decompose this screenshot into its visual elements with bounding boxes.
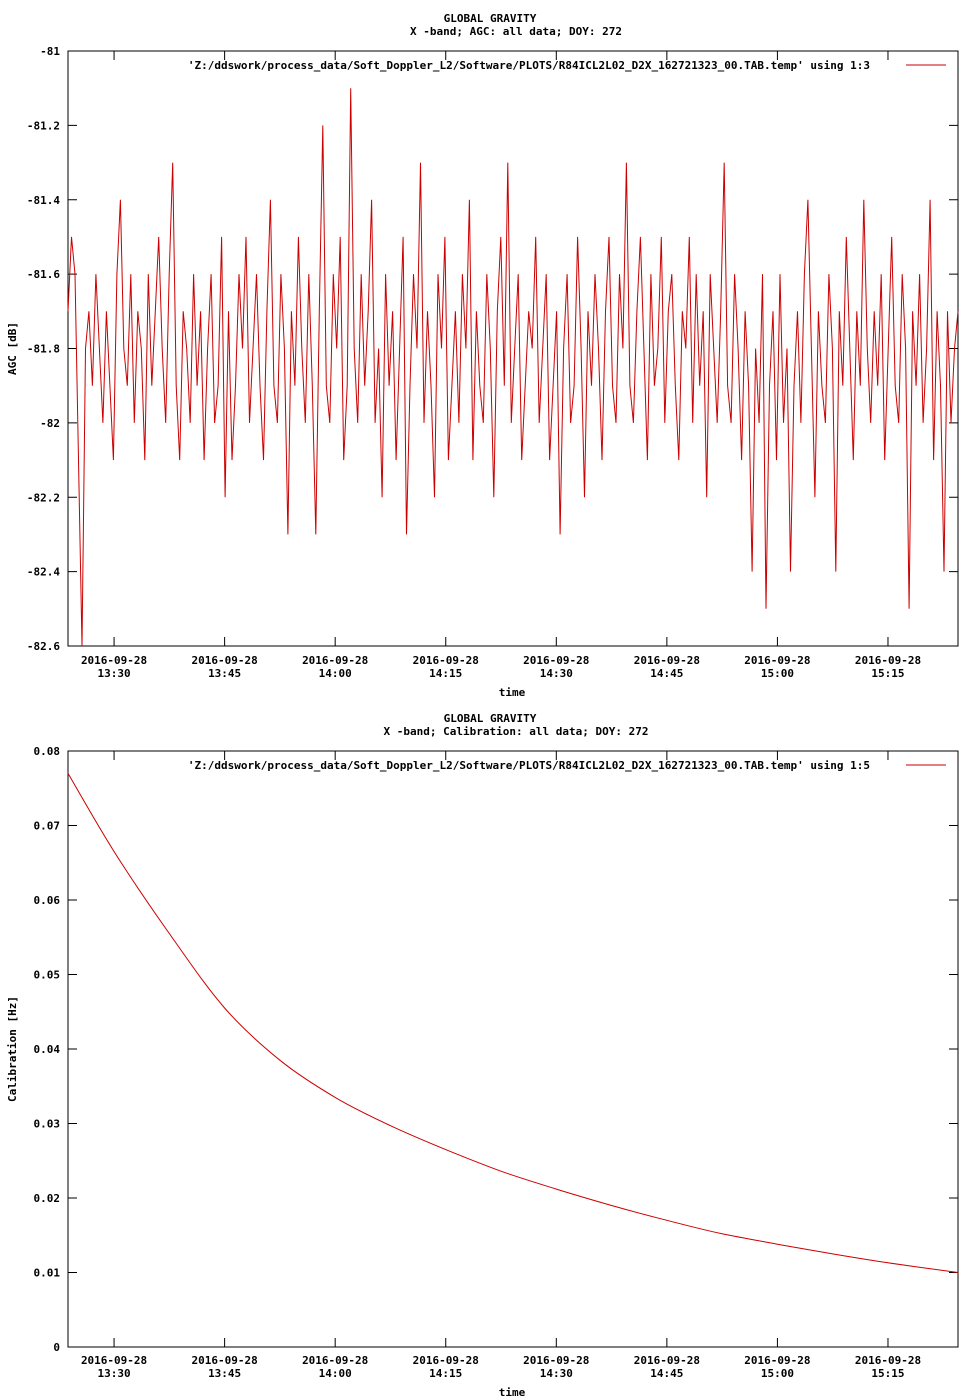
x-tick-date-label: 2016-09-28 xyxy=(634,654,700,667)
chart-title: GLOBAL GRAVITY xyxy=(444,12,537,25)
y-tick-label: -81.2 xyxy=(27,119,60,132)
y-tick-label: 0.08 xyxy=(34,745,61,758)
y-tick-label: 0.05 xyxy=(34,969,61,982)
y-tick-label: -81.4 xyxy=(27,194,60,207)
y-tick-label: 0.02 xyxy=(34,1192,61,1205)
x-tick-time-label: 14:45 xyxy=(650,1367,683,1380)
x-tick-time-label: 14:30 xyxy=(540,1367,573,1380)
y-axis-label: Calibration [Hz] xyxy=(6,996,19,1102)
legend-label: 'Z:/ddswork/process_data/Soft_Doppler_L2… xyxy=(188,759,870,772)
x-tick-date-label: 2016-09-28 xyxy=(413,1354,479,1367)
x-tick-date-label: 2016-09-28 xyxy=(302,654,368,667)
y-tick-label: 0.03 xyxy=(34,1118,61,1131)
x-tick-time-label: 14:00 xyxy=(319,667,352,680)
x-tick-date-label: 2016-09-28 xyxy=(302,1354,368,1367)
y-tick-label: -82.4 xyxy=(27,566,60,579)
x-tick-date-label: 2016-09-28 xyxy=(413,654,479,667)
x-tick-date-label: 2016-09-28 xyxy=(744,1354,810,1367)
legend-label: 'Z:/ddswork/process_data/Soft_Doppler_L2… xyxy=(188,59,870,72)
x-tick-time-label: 13:45 xyxy=(208,667,241,680)
x-tick-date-label: 2016-09-28 xyxy=(855,1354,921,1367)
y-tick-label: 0.07 xyxy=(34,820,61,833)
y-tick-label: -81 xyxy=(40,45,60,58)
x-tick-date-label: 2016-09-28 xyxy=(523,654,589,667)
x-tick-date-label: 2016-09-28 xyxy=(81,1354,147,1367)
x-tick-date-label: 2016-09-28 xyxy=(192,1354,258,1367)
x-tick-time-label: 15:15 xyxy=(871,1367,904,1380)
x-tick-date-label: 2016-09-28 xyxy=(744,654,810,667)
x-tick-time-label: 15:15 xyxy=(871,667,904,680)
series-line xyxy=(67,88,959,647)
x-tick-time-label: 14:15 xyxy=(429,667,462,680)
y-axis-label: AGC [dB] xyxy=(6,322,19,375)
x-tick-time-label: 15:00 xyxy=(761,1367,794,1380)
x-tick-time-label: 15:00 xyxy=(761,667,794,680)
x-tick-date-label: 2016-09-28 xyxy=(855,654,921,667)
x-tick-time-label: 14:15 xyxy=(429,1367,462,1380)
x-tick-time-label: 13:30 xyxy=(98,667,131,680)
y-tick-label: -81.6 xyxy=(27,268,60,281)
x-axis-label: time xyxy=(499,686,526,699)
y-tick-label: 0.04 xyxy=(34,1043,61,1056)
x-tick-time-label: 14:45 xyxy=(650,667,683,680)
y-tick-label: -82 xyxy=(40,417,60,430)
x-tick-date-label: 2016-09-28 xyxy=(634,1354,700,1367)
x-tick-date-label: 2016-09-28 xyxy=(192,654,258,667)
x-tick-date-label: 2016-09-28 xyxy=(523,1354,589,1367)
x-tick-time-label: 14:00 xyxy=(319,1367,352,1380)
plot-frame xyxy=(67,750,959,1348)
x-tick-time-label: 13:45 xyxy=(208,1367,241,1380)
y-tick-label: -82.2 xyxy=(27,491,60,504)
y-tick-label: -82.6 xyxy=(27,640,60,653)
y-tick-label: -81.8 xyxy=(27,343,60,356)
x-axis-label: time xyxy=(499,1386,526,1399)
series-line xyxy=(67,773,959,1273)
x-tick-date-label: 2016-09-28 xyxy=(81,654,147,667)
chart-subtitle: X -band; Calibration: all data; DOY: 272 xyxy=(384,725,649,738)
x-tick-time-label: 14:30 xyxy=(540,667,573,680)
y-tick-label: 0.01 xyxy=(34,1267,61,1280)
x-tick-time-label: 13:30 xyxy=(98,1367,131,1380)
chart-title: GLOBAL GRAVITY xyxy=(444,712,537,725)
y-tick-label: 0.06 xyxy=(34,894,61,907)
chart-subtitle: X -band; AGC: all data; DOY: 272 xyxy=(410,25,622,38)
y-tick-label: 0 xyxy=(53,1341,60,1354)
